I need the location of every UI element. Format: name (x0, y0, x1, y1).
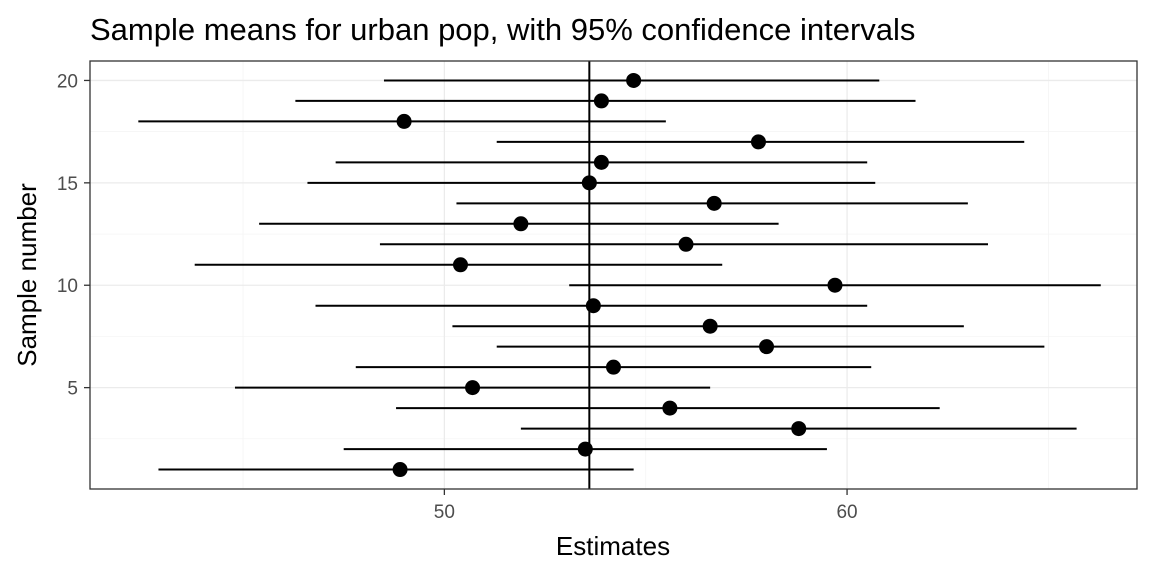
estimate-point (750, 134, 766, 150)
estimate-point (513, 216, 529, 232)
estimate-point (827, 277, 843, 293)
estimate-point (392, 462, 408, 478)
chart-title: Sample means for urban pop, with 95% con… (90, 12, 915, 47)
y-tick-label: 15 (57, 174, 78, 195)
y-tick-label: 20 (57, 71, 78, 92)
grid-lines (90, 61, 1137, 489)
estimate-point (577, 441, 593, 457)
data-marks (138, 72, 1101, 478)
estimate-point (678, 236, 694, 252)
estimate-point (593, 93, 609, 109)
estimate-point (606, 359, 621, 375)
y-tick-label: 5 (67, 379, 78, 400)
x-tick-label: 50 (434, 502, 455, 523)
estimate-point (706, 195, 722, 211)
estimate-point (581, 175, 597, 191)
estimate-point (593, 154, 609, 170)
x-tick-label: 60 (836, 502, 857, 523)
y-axis-title: Sample number (12, 183, 42, 367)
estimate-point (465, 380, 481, 396)
estimate-point (585, 298, 601, 314)
estimate-point (702, 318, 718, 334)
x-axis-title: Estimates (556, 531, 670, 561)
estimate-point (662, 400, 678, 416)
y-tick-label: 10 (57, 276, 78, 297)
estimate-point (791, 421, 807, 437)
estimate-point (396, 113, 412, 129)
axis-ticks: 50 60 5 10 15 20 (57, 71, 858, 523)
estimate-point (626, 72, 642, 88)
estimate-point (759, 339, 775, 355)
estimate-point (452, 257, 468, 273)
panel-border (89, 60, 1138, 490)
